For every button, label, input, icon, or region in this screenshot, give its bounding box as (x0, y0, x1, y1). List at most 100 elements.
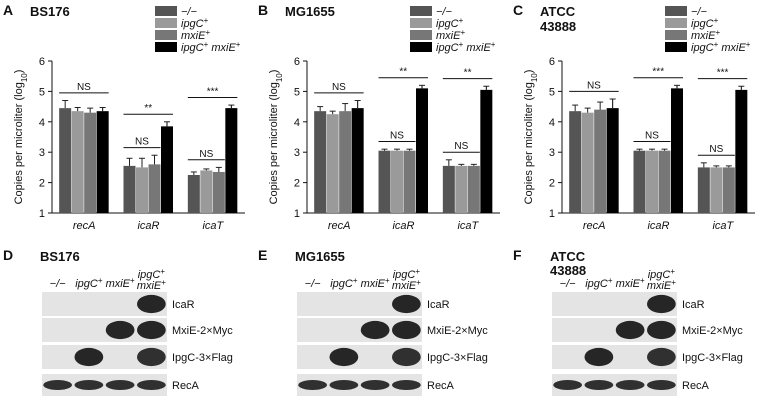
bar (212, 171, 225, 213)
blot-band (392, 320, 421, 340)
bar (391, 150, 403, 213)
legend-swatch (155, 18, 177, 28)
chart-panel-c: C ATCC 43888 −/−ipgC+mxiE+ipgC+ mxiE+ 1 2 3 4 5 6… (513, 2, 755, 232)
lane-header: mxiE+ (616, 276, 645, 291)
y-tick-label: 3 (294, 147, 300, 159)
chart-panel-b: B MG1655 −/−ipgC+mxiE+ipgC+ mxiE+ 1 2 3 4 5 6 Cop… (258, 2, 500, 232)
strain-title: BS176 (30, 4, 70, 19)
lane-header: ipgC+ (648, 267, 676, 282)
blot-row-label: MxiE-2×Myc (682, 325, 743, 337)
bar (594, 109, 607, 213)
panel-letter: D (3, 247, 13, 263)
legend-label: ipgC+ mxiE+ (691, 40, 751, 55)
significance-label: ** (464, 68, 472, 79)
blot-row-label: RecA (427, 380, 455, 392)
legend-swatch (410, 6, 432, 16)
legend-label: ipgC+ mxiE+ (181, 40, 241, 55)
bar (633, 150, 646, 213)
y-axis-label: Copies per microliter (log10) (13, 70, 29, 205)
panel-letter: E (258, 247, 267, 263)
blot-panel-d: D BS176−/− ipgC+ mxiE+ ipgC+mxiE+IcaRMxiE-2×… (3, 247, 233, 396)
blot-band (360, 379, 390, 391)
blot-band (392, 347, 421, 367)
strain-title: BS176 (40, 249, 80, 264)
bar (646, 150, 658, 213)
bar (148, 164, 161, 213)
y-tick-label: 5 (39, 86, 45, 98)
bar (84, 112, 97, 213)
bar (671, 88, 683, 213)
blot-band (298, 379, 327, 391)
blot-band (615, 379, 645, 391)
blot-band (105, 320, 135, 340)
legend-label: ipgC+ (181, 16, 209, 31)
legend-label: mxiE+ (436, 28, 465, 43)
x-category-label: icaT (202, 220, 224, 232)
blot-row-label: MxiE-2×Myc (427, 325, 488, 337)
bar (658, 150, 671, 213)
y-tick-label: 2 (549, 178, 555, 190)
significance-label: NS (332, 82, 346, 93)
bar (96, 111, 109, 213)
y-tick-label: 6 (549, 56, 555, 68)
blot-band (647, 320, 676, 340)
legend-swatch (155, 42, 177, 52)
blot-band (74, 347, 104, 367)
legend-label: ipgC+ (691, 16, 719, 31)
x-category-label: icaT (712, 220, 734, 232)
y-tick-label: 4 (549, 117, 555, 129)
x-category-label: recA (328, 220, 351, 232)
blot-row-label: IpgC-3×Flag (427, 352, 488, 364)
blot-band (329, 347, 359, 367)
legend-label: mxiE+ (181, 28, 210, 43)
legend-swatch (410, 42, 432, 52)
blot-band (615, 320, 645, 340)
y-tick-label: 1 (39, 208, 45, 220)
blot-strip (42, 374, 167, 396)
y-tick-label: 4 (294, 117, 300, 129)
bar (123, 165, 136, 213)
legend-label: −/− (691, 6, 707, 18)
blot-band (392, 379, 421, 391)
lane-header: −/− (560, 278, 576, 290)
blot-band (360, 320, 390, 340)
significance-label: *** (717, 68, 729, 79)
bar (71, 111, 84, 213)
lane-header: mxiE+ (647, 278, 676, 293)
legend-label: ipgC+ (436, 16, 464, 31)
significance-label: NS (645, 131, 659, 142)
x-category-label: icaR (137, 220, 159, 232)
blot-band (329, 379, 359, 391)
bar (200, 170, 213, 213)
blot-band (647, 379, 676, 391)
y-tick-label: 6 (294, 56, 300, 68)
significance-label: *** (652, 67, 664, 78)
legend-swatch (155, 6, 177, 16)
significance-label: NS (454, 141, 468, 152)
lane-header: ipgC+ (138, 267, 166, 282)
blot-band (584, 347, 614, 367)
strain-title: MG1655 (285, 4, 335, 19)
x-category-label: icaR (647, 220, 669, 232)
blot-strip (552, 374, 677, 396)
legend-swatch (665, 42, 687, 52)
panel-letter: C (513, 2, 523, 18)
blot-band (74, 379, 104, 391)
significance-label: NS (135, 137, 149, 148)
blot-row-label: IcaR (682, 299, 705, 311)
lane-header: ipgC+ (330, 276, 358, 291)
legend-swatch (155, 30, 177, 40)
lane-header: ipgC+ (75, 276, 103, 291)
bar (225, 108, 238, 213)
lane-header: −/− (305, 278, 321, 290)
panel-letter: A (3, 2, 13, 18)
bar (606, 108, 619, 213)
legend-swatch (665, 6, 687, 16)
bar (710, 167, 723, 213)
blot-row-label: RecA (682, 380, 710, 392)
blot-panel-e: E MG1655−/− ipgC+ mxiE+ ipgC+mxiE+IcaRMxiE-2… (258, 247, 488, 396)
blot-band (553, 379, 582, 391)
blot-band (137, 379, 166, 391)
bar (480, 89, 493, 213)
bar (467, 165, 480, 213)
